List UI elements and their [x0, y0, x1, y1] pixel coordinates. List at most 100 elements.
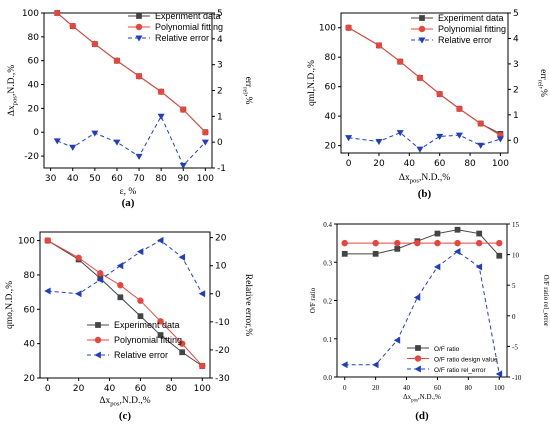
data-point: [454, 226, 461, 233]
x-tick-label: 20: [373, 159, 385, 169]
data-point: [345, 135, 353, 142]
data-point: [137, 313, 144, 320]
y-tick-label: 0.2: [323, 298, 332, 306]
data-point: [456, 105, 463, 112]
data-point: [436, 90, 443, 98]
data-point: [179, 349, 186, 356]
legend-entry: Polynomial fitting: [155, 22, 223, 32]
data-point: [436, 133, 444, 140]
label-base: err: [243, 77, 253, 88]
x-tick-label: 80: [155, 174, 167, 184]
data-point: [53, 138, 61, 145]
data-point: [117, 294, 124, 301]
data-point: [178, 253, 186, 261]
data-point: [75, 290, 82, 298]
y2-axis-label: errrel,%: [537, 69, 549, 97]
legend-entry: Relative error: [438, 35, 492, 45]
data-point: [397, 58, 404, 65]
y-tick-label: 100: [22, 9, 39, 19]
y2-tick-label: -10: [215, 318, 230, 328]
series-line-2: [47, 240, 203, 367]
y2-axis-label: errrel,%: [242, 77, 254, 105]
x-tick-label: 0: [346, 159, 352, 169]
legend-entry: O/F ratio: [434, 346, 460, 353]
x-tick-label: 20: [73, 384, 85, 394]
legend-entry: Experiment data: [114, 320, 180, 330]
x-tick-label: 20: [372, 384, 380, 392]
data-point: [433, 263, 441, 271]
data-point: [113, 57, 121, 64]
x-tick-label: 100: [197, 174, 214, 184]
panel-label: (d): [415, 410, 429, 422]
data-point: [198, 290, 206, 298]
data-point: [116, 262, 124, 270]
label-base: Δx: [99, 396, 110, 406]
x-tick-label: 0: [343, 384, 347, 392]
legend-entry: O/F ratio rel_error: [434, 367, 486, 374]
legend-marker: [418, 25, 426, 33]
series-line-1: [47, 240, 203, 367]
data-point: [44, 287, 51, 295]
series-line-1: [344, 229, 500, 257]
data-point: [345, 24, 352, 31]
label-rest: ,N.D.,%: [418, 393, 441, 401]
y2-tick-label: 4: [217, 35, 223, 45]
y-tick-label: 60: [24, 305, 36, 315]
y-tick-label: 40: [24, 340, 36, 350]
y-tick-label: 60: [325, 83, 337, 93]
data-point: [135, 153, 143, 160]
y2-axis-label: Relative error,%: [243, 274, 253, 336]
y-tick-label: -20: [24, 152, 39, 162]
data-point: [96, 276, 104, 284]
data-point: [477, 120, 484, 127]
series-line-3: [47, 239, 203, 295]
x-tick-label: 70: [133, 174, 145, 184]
y-axis-label: qml,N.D.,%: [307, 60, 317, 106]
y2-tick-label: 5: [217, 9, 223, 19]
y-tick-label: 0.0: [323, 374, 332, 382]
x-tick-label: 40: [403, 384, 411, 392]
data-point: [117, 282, 124, 289]
plot-frame: [340, 12, 509, 154]
y-tick-label: 100: [319, 24, 336, 34]
x-tick-label: 60: [434, 159, 446, 169]
data-point: [475, 239, 483, 247]
legend-entry: Polynomial fitting: [114, 335, 182, 345]
legend-marker: [135, 23, 143, 31]
data-point: [157, 318, 164, 325]
y-tick-label: 40: [325, 112, 337, 122]
y2-tick-label: -1: [217, 164, 226, 174]
y-tick-label: 20: [325, 142, 337, 152]
label-subscript: rel: [242, 87, 249, 94]
legend-entry: Relative error: [155, 33, 209, 43]
x-tick-label: 40: [104, 384, 116, 394]
y2-tick-label: 20: [215, 234, 227, 244]
data-point: [341, 361, 348, 369]
data-point: [341, 250, 348, 257]
legend-entry: Relative error: [114, 350, 168, 360]
y-axis-label: Δxpos,N.D.,%: [7, 65, 19, 116]
plot-frame: [39, 231, 211, 379]
data-point: [372, 361, 379, 369]
data-point: [137, 297, 144, 304]
y2-tick-label: -5: [512, 343, 518, 351]
data-point: [496, 136, 504, 143]
label-subscript: pos: [110, 401, 120, 408]
data-point: [157, 113, 165, 120]
data-point: [416, 146, 424, 153]
x-axis-label: ε, %: [120, 187, 137, 197]
y2-tick-label: 2: [513, 85, 519, 95]
data-point: [179, 162, 187, 169]
x-tick-label: 50: [89, 174, 101, 184]
panel-a: 30 40 50 60 70 80 90 100-20020406080100-1012345…: [7, 9, 253, 209]
panel-d: 0 20 40 60 80 100 0.0 0.1 0.2 0.3 0.4 -10 -5 0 5 10 15 Δx…: [309, 221, 550, 422]
data-point: [434, 230, 441, 237]
y2-tick-label: 15: [512, 221, 520, 229]
y2-tick-label: 3: [217, 61, 223, 71]
data-point: [157, 236, 164, 244]
y2-tick-label: 4: [513, 34, 519, 44]
data-point: [69, 22, 76, 30]
y-tick-label: 0: [33, 128, 39, 138]
x-tick-label: 80: [464, 159, 476, 169]
